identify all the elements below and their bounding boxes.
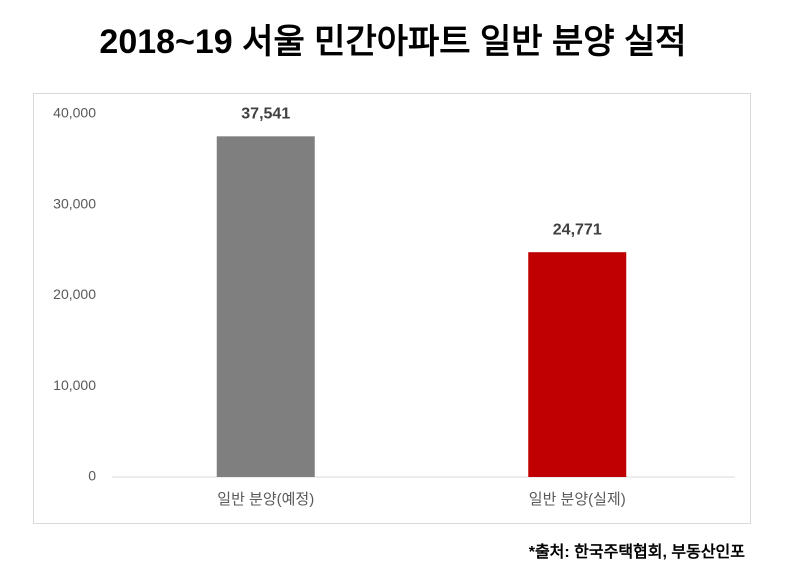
chart-border [33, 93, 751, 524]
value-label: 37,541 [241, 106, 290, 123]
chart-title: 2018~19 서울 민간아파트 일반 분양 실적 [99, 23, 686, 61]
y-tick-label: 0 [88, 468, 96, 484]
y-tick-label: 20,000 [53, 286, 96, 302]
source-note: *출처: 한국주택협회, 부동산인포 [529, 542, 746, 561]
x-tick-label: 일반 분양(실제) [529, 491, 626, 508]
bar [216, 136, 315, 477]
x-tick-label: 일반 분양(예정) [217, 491, 314, 508]
bar [528, 252, 627, 477]
y-tick-label: 30,000 [53, 195, 96, 211]
y-tick-label: 40,000 [53, 105, 96, 121]
y-tick-label: 10,000 [53, 377, 96, 393]
value-label: 24,771 [553, 221, 602, 238]
